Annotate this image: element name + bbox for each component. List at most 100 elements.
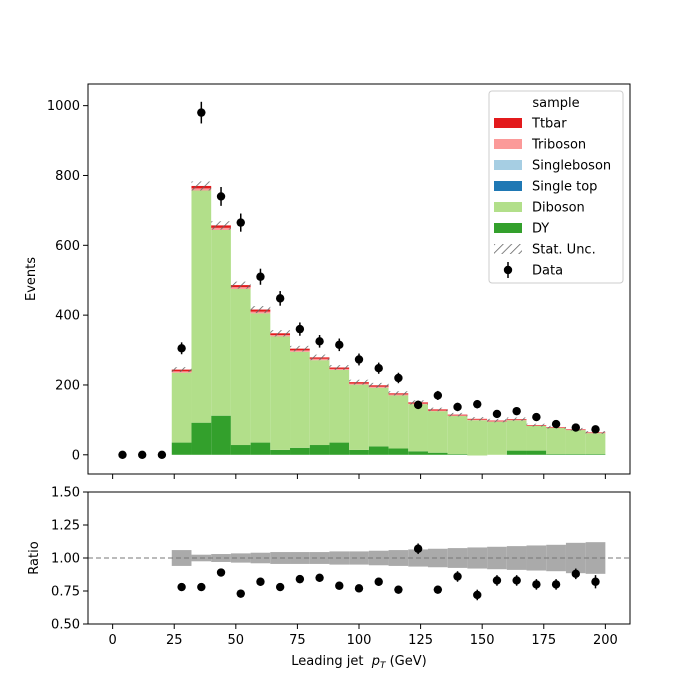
bar (171, 442, 192, 455)
x-tick-label: 25 (166, 633, 183, 648)
bar (447, 454, 468, 455)
y-tick-label: 0 (72, 448, 80, 463)
bar (427, 452, 448, 455)
legend-label: Triboson (531, 138, 586, 153)
ratio-point (275, 582, 285, 592)
ratio-point (216, 568, 226, 577)
ratio-y-axis-label: Ratio (27, 541, 42, 574)
x-axis-label-unit: (GeV) (385, 654, 426, 669)
ratio-point (354, 584, 364, 593)
ratio-x-ticks: 0 25 50 75 100 125 150 175 200 (108, 624, 618, 648)
bar (447, 416, 468, 455)
ratio-point (532, 580, 541, 589)
legend-swatch (494, 181, 522, 191)
stat-unc-bin (230, 281, 251, 289)
main-plot-area (118, 101, 606, 459)
main-y-ticks: 0 200 400 600 800 1000 (47, 99, 88, 463)
ratio-point (374, 577, 383, 586)
bar (290, 351, 310, 448)
legend-swatch (494, 244, 522, 254)
y-tick-label: 1.25 (51, 519, 80, 534)
bar (368, 446, 389, 455)
legend-item: DY (494, 222, 549, 237)
legend-item: Diboson (494, 201, 585, 216)
data-point (571, 423, 580, 432)
bar (585, 433, 606, 455)
legend-label: Diboson (532, 201, 585, 216)
bar (526, 425, 547, 451)
legend-swatch (494, 118, 522, 128)
y-tick-label: 0.75 (51, 585, 80, 600)
bar (526, 450, 547, 455)
bar (230, 288, 251, 446)
legend-item: Singleboson (494, 159, 611, 174)
stat-unc-bin (250, 306, 271, 314)
ratio-point (256, 577, 265, 586)
bar (230, 445, 251, 455)
ratio-unc-bin (309, 552, 330, 564)
data-point (512, 406, 521, 416)
bar (565, 454, 586, 455)
stat-unc-bin (487, 418, 507, 423)
data-point (118, 450, 127, 459)
data-point (551, 419, 561, 429)
x-tick-label: 150 (470, 633, 495, 648)
bar (487, 421, 507, 455)
ratio-panel: 0 25 50 75 100 125 150 175 200 0.50 0.75 1.00 1.25 1… (27, 486, 631, 671)
x-tick-label: 75 (289, 633, 306, 648)
bar (329, 369, 350, 443)
legend-item: Single top (494, 180, 597, 195)
ratio-unc-bin (171, 550, 192, 566)
y-tick-label: 600 (55, 239, 80, 254)
bar (211, 415, 231, 455)
main-x-ticks (112, 474, 606, 479)
ratio-point (571, 569, 580, 579)
data-point (315, 337, 324, 346)
data-point (177, 344, 186, 353)
legend-marker (503, 265, 513, 275)
stat-unc-bin (506, 417, 527, 421)
stat-unc-bin (171, 367, 192, 373)
y-tick-label: 0.50 (51, 618, 80, 633)
data-point (275, 294, 285, 303)
y-tick-label: 1000 (47, 99, 80, 114)
data-point (492, 409, 502, 419)
x-tick-label: 100 (347, 633, 372, 648)
data-point (394, 373, 403, 383)
legend-label: DY (532, 222, 549, 237)
bar (585, 454, 606, 455)
stat-unc-bin (290, 345, 310, 352)
ratio-point (295, 574, 305, 584)
legend-title: sample (532, 96, 579, 111)
legend-swatch (494, 202, 522, 212)
ratio-point (492, 576, 502, 585)
legend-item: Ttbar (494, 117, 567, 132)
bar (506, 420, 527, 451)
data-point (197, 108, 206, 117)
legend-label: Stat. Unc. (532, 243, 596, 258)
ratio-plot-area (88, 542, 630, 601)
ratio-unc-bin (388, 550, 409, 566)
ratio-point (512, 576, 521, 585)
bar (506, 450, 527, 455)
ratio-y-ticks: 0.50 0.75 1.00 1.25 1.50 (51, 486, 88, 633)
bar (191, 422, 212, 455)
ratio-unc-bin (211, 554, 231, 562)
x-axis-label: Leading jet pT (GeV) (291, 654, 426, 671)
ratio-unc-bin (467, 547, 488, 569)
ratio-point (197, 582, 206, 592)
bar (368, 387, 389, 447)
legend-item: Triboson (494, 138, 586, 153)
legend-swatch (494, 139, 522, 149)
bar (191, 190, 212, 423)
data-point (413, 400, 423, 410)
ratio-unc-bin (565, 542, 586, 574)
bar (408, 404, 428, 452)
ratio-unc-bin (349, 551, 369, 565)
bar (388, 448, 409, 455)
y-tick-label: 800 (55, 169, 80, 184)
bar (309, 360, 330, 446)
data-point (138, 450, 147, 459)
main-y-axis-label: Events (24, 257, 39, 301)
ratio-unc-bin (427, 548, 448, 568)
